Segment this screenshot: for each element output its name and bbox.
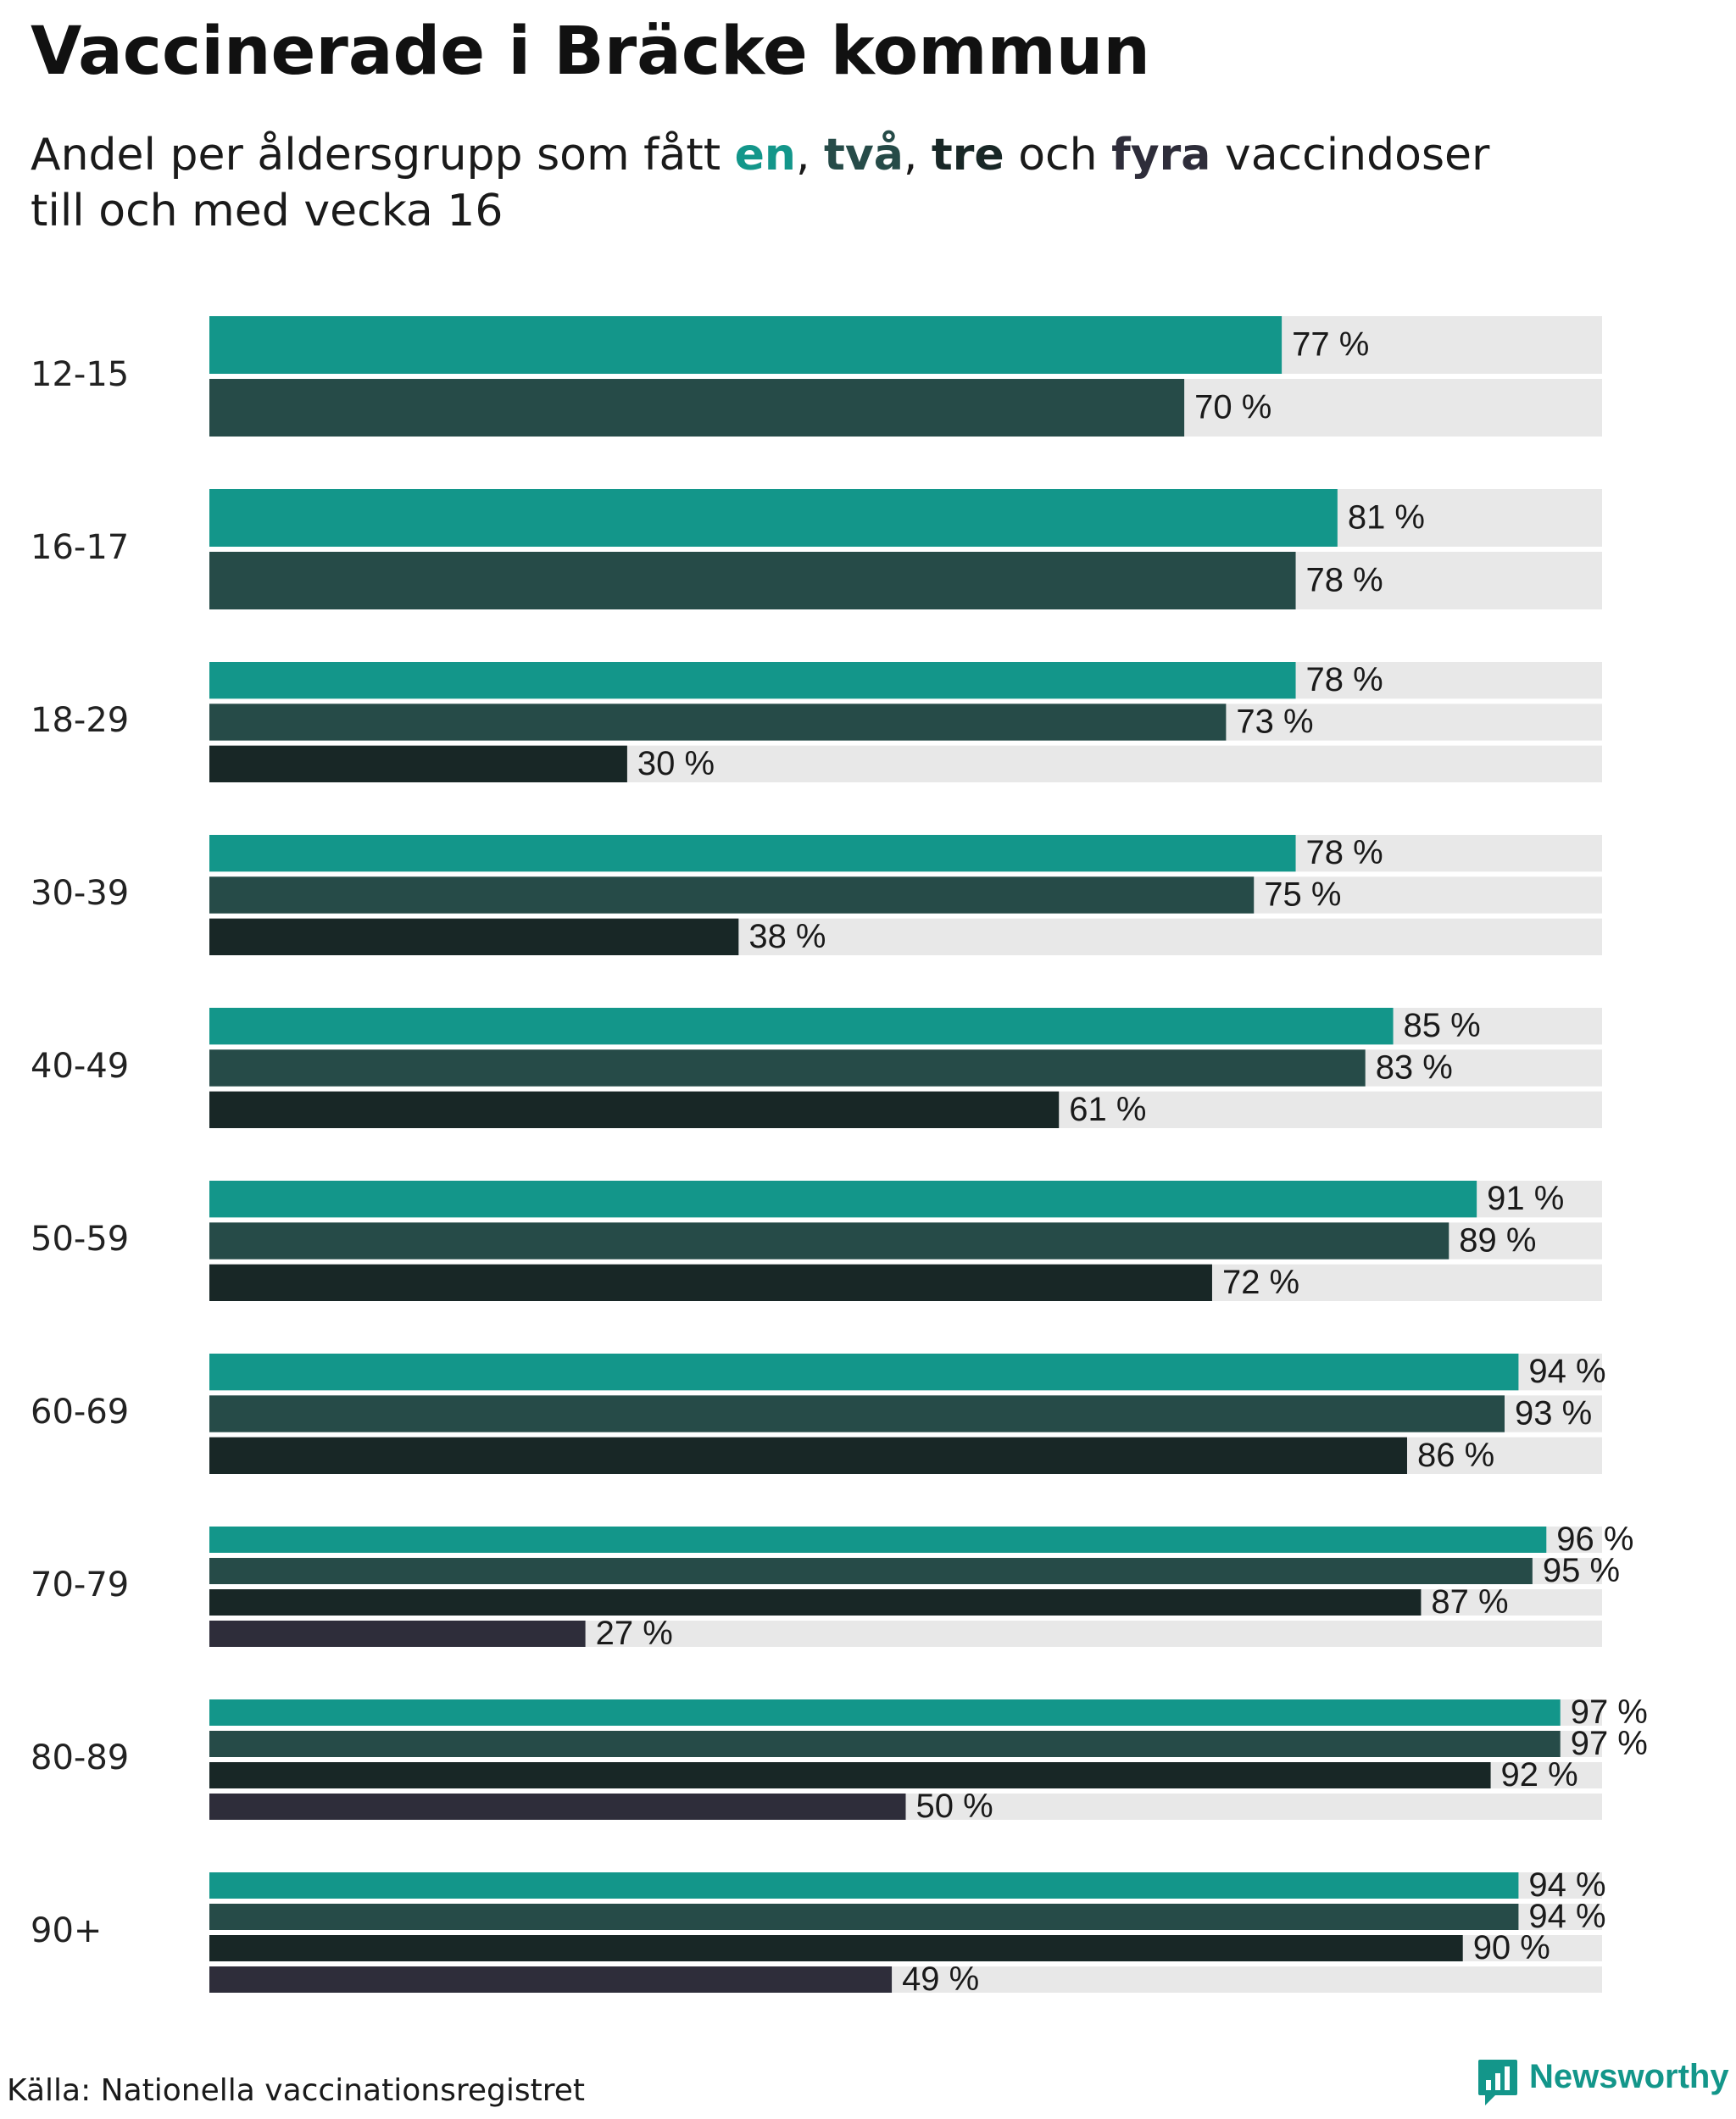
bar-dose-1 <box>209 662 1296 699</box>
value-label: 94 % <box>1528 1353 1605 1390</box>
group-label: 40-49 <box>31 1047 129 1086</box>
bar-dose-1 <box>209 1181 1477 1218</box>
subtitle-text: vaccindoser <box>1210 130 1490 181</box>
value-label: 61 % <box>1069 1091 1146 1128</box>
value-label: 92 % <box>1501 1756 1578 1794</box>
group-label: 90+ <box>31 1911 102 1950</box>
legend-dose-1: en <box>734 130 796 181</box>
subtitle-line-2: till och med vecka 16 <box>31 186 504 236</box>
value-label: 90 % <box>1473 1929 1550 1966</box>
value-label: 70 % <box>1194 389 1271 426</box>
value-label: 94 % <box>1528 1866 1605 1904</box>
value-label: 93 % <box>1515 1395 1592 1432</box>
newsworthy-logo-icon <box>1478 2060 1517 2105</box>
group-label: 18-29 <box>31 701 129 740</box>
value-label: 86 % <box>1417 1437 1494 1474</box>
subtitle-text: Andel per åldersgrupp som fått <box>31 130 735 181</box>
group-label: 16-17 <box>31 528 129 567</box>
bar-dose-3 <box>209 745 627 782</box>
bar-dose-3 <box>209 1935 1463 1961</box>
bar-dose-1 <box>209 489 1338 547</box>
group-label: 80-89 <box>31 1738 129 1777</box>
bar-dose-3 <box>209 1437 1407 1474</box>
bar-dose-2 <box>209 1558 1533 1584</box>
bar-dose-2 <box>209 1222 1449 1260</box>
value-label: 27 % <box>596 1615 673 1652</box>
value-label: 96 % <box>1556 1521 1633 1558</box>
value-label: 78 % <box>1306 562 1383 599</box>
subtitle-separator: , <box>795 130 825 181</box>
value-label: 97 % <box>1571 1725 1648 1762</box>
bar-dose-2 <box>209 552 1296 609</box>
bar-dose-1 <box>209 1699 1561 1726</box>
subtitle-separator: , <box>903 130 932 181</box>
bar-dose-3 <box>209 1589 1422 1616</box>
value-label: 91 % <box>1487 1180 1564 1217</box>
bar-dose-1 <box>209 1008 1394 1045</box>
bar-dose-4 <box>209 1794 906 1820</box>
group-label: 50-59 <box>31 1220 129 1259</box>
bar-dose-2 <box>209 379 1185 437</box>
bar-dose-3 <box>209 1264 1212 1301</box>
group-label: 12-15 <box>31 355 129 394</box>
value-label: 83 % <box>1376 1049 1453 1087</box>
group-label: 60-69 <box>31 1393 129 1432</box>
chart-subtitle: Andel per åldersgrupp som fått en, två, … <box>31 127 1489 239</box>
bar-dose-1 <box>209 1872 1519 1899</box>
bar-dose-3 <box>209 918 739 955</box>
value-label: 49 % <box>902 1960 979 1998</box>
source-note: Källa: Nationella vaccinationsregistret <box>7 2073 585 2108</box>
value-label: 97 % <box>1571 1694 1648 1731</box>
bar-dose-2 <box>209 704 1227 741</box>
value-label: 85 % <box>1404 1007 1481 1044</box>
legend-dose-2: två <box>824 130 904 181</box>
value-label: 50 % <box>916 1788 993 1825</box>
bar-dose-4 <box>209 1966 893 1993</box>
value-label: 87 % <box>1431 1583 1508 1621</box>
value-label: 73 % <box>1236 704 1313 741</box>
bar-dose-4 <box>209 1621 586 1647</box>
value-label: 30 % <box>637 745 715 782</box>
bar-dose-1 <box>209 1354 1519 1391</box>
chart-title: Vaccinerade i Bräcke kommun <box>31 14 1150 90</box>
group-label: 30-39 <box>31 874 129 913</box>
value-label: 89 % <box>1459 1222 1536 1260</box>
bar-dose-2 <box>209 1049 1366 1087</box>
bar-dose-1 <box>209 835 1296 872</box>
legend-dose-3: tre <box>931 130 1004 181</box>
value-label: 95 % <box>1543 1552 1620 1589</box>
brand-name: Newsworthy <box>1529 2058 1729 2095</box>
bar-dose-2 <box>209 876 1255 914</box>
bar-chart: 12-15 77 % 70 % 16-17 81 % 78 % 18-29 78 % 73 % 3… <box>31 316 1648 1998</box>
bar-dose-2 <box>209 1731 1561 1757</box>
subtitle-text: och <box>1004 130 1112 181</box>
value-label: 78 % <box>1306 834 1383 871</box>
value-label: 78 % <box>1306 661 1383 698</box>
value-label: 94 % <box>1528 1898 1605 1935</box>
group-label: 70-79 <box>31 1566 129 1605</box>
bar-dose-2 <box>209 1904 1519 1930</box>
value-label: 75 % <box>1264 876 1341 914</box>
value-label: 38 % <box>748 918 826 955</box>
bar-dose-3 <box>209 1762 1491 1788</box>
value-label: 81 % <box>1348 499 1425 537</box>
legend-dose-4: fyra <box>1111 130 1211 181</box>
value-label: 72 % <box>1222 1264 1299 1301</box>
bar-dose-1 <box>209 1527 1547 1553</box>
bar-dose-2 <box>209 1395 1505 1432</box>
bar-dose-1 <box>209 316 1283 374</box>
value-label: 77 % <box>1292 326 1369 364</box>
bar-dose-3 <box>209 1091 1060 1128</box>
